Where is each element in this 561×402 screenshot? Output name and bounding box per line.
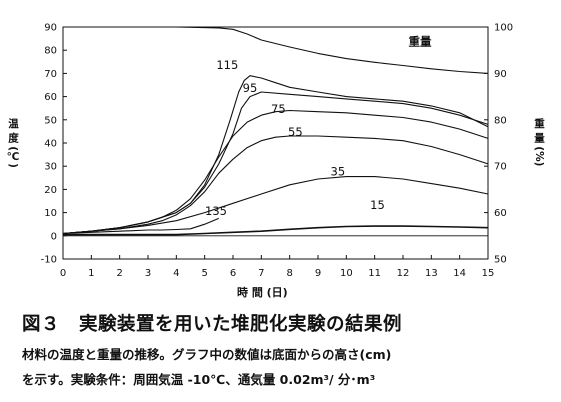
series-line-0: [63, 26, 489, 74]
series-line-6: [62, 217, 220, 235]
x-tick-label: 15: [482, 268, 495, 279]
y-right-tick-label: 80: [494, 115, 507, 126]
series-label-7: 15: [370, 198, 385, 212]
series-label-5: 35: [331, 164, 346, 178]
series-label-0: 重量: [409, 35, 432, 49]
x-tick-label: 11: [368, 268, 381, 279]
y-left-tick-label: 60: [44, 92, 57, 103]
x-tick-label: 4: [173, 268, 179, 279]
y-left-tick-label: 70: [44, 69, 57, 80]
y-left-tick-label: 0: [51, 231, 57, 242]
series-line-5: [62, 176, 489, 235]
y-left-tick-label: 80: [44, 46, 57, 57]
x-axis-label: 時 間 (日): [237, 286, 288, 299]
series-line-3: [62, 109, 489, 235]
x-tick-label: 2: [116, 268, 122, 279]
chart: 0 1 2 3 4 5 6 7 8 9 10 11 12 13 14 15-10010203040506070…: [41, 23, 513, 280]
plot-frame: [62, 26, 489, 260]
x-tick-label: 13: [425, 268, 438, 279]
series-label-2: 95: [243, 81, 258, 95]
series-line-1: [62, 75, 489, 235]
y-right-tick-label: 90: [494, 69, 507, 80]
x-tick-label: 12: [397, 268, 410, 279]
y-right-tick-label: 100: [494, 23, 513, 34]
x-tick-label: 9: [315, 268, 321, 279]
y-left-tick-label: -10: [41, 255, 57, 266]
y-axis-right-label: 重 量 (%): [533, 118, 545, 167]
x-tick-label: 5: [201, 268, 207, 279]
figure-caption-line-2: を示す。実験条件：周囲気温 -10℃、通気量 0.02m³/ 分･m³: [22, 372, 376, 387]
x-tick-label: 8: [286, 268, 292, 279]
figure-title: 図３ 実験装置を用いた堆肥化実験の結果例: [22, 314, 403, 335]
series-label-3: 75: [271, 102, 286, 116]
y-left-tick-label: 10: [44, 208, 57, 219]
series-label-4: 55: [288, 125, 303, 139]
series-lines: [62, 26, 489, 236]
x-tick-label: 14: [453, 268, 466, 279]
y-left-tick-label: 90: [44, 23, 57, 34]
y-left-tick-label: 30: [44, 162, 57, 173]
x-tick-label: 10: [340, 268, 353, 279]
x-tick-label: 6: [230, 268, 236, 279]
x-tick-label: 1: [88, 268, 94, 279]
y-right-tick-label: 50: [494, 255, 507, 266]
axis-ticks: 0 1 2 3 4 5 6 7 8 9 10 11 12 13 14 15-10010203040506070…: [41, 23, 513, 280]
x-tick-label: 3: [145, 268, 151, 279]
y-left-tick-label: 20: [44, 185, 57, 196]
series-label-1: 115: [216, 58, 238, 72]
x-tick-label: 0: [60, 268, 66, 279]
series-label-6: 135: [205, 204, 227, 218]
series-line-7: [63, 225, 489, 236]
y-left-tick-label: 40: [44, 139, 57, 150]
y-right-tick-label: 60: [494, 208, 507, 219]
y-axis-left-label: 温 度 (℃): [7, 118, 19, 168]
series-line-4: [62, 135, 489, 235]
y-left-tick-label: 50: [44, 115, 57, 126]
y-right-tick-label: 70: [494, 162, 507, 173]
x-tick-label: 7: [258, 268, 264, 279]
figure-caption-line-1: 材料の温度と重量の推移。グラフ中の数値は底面からの高さ(cm): [22, 347, 392, 362]
